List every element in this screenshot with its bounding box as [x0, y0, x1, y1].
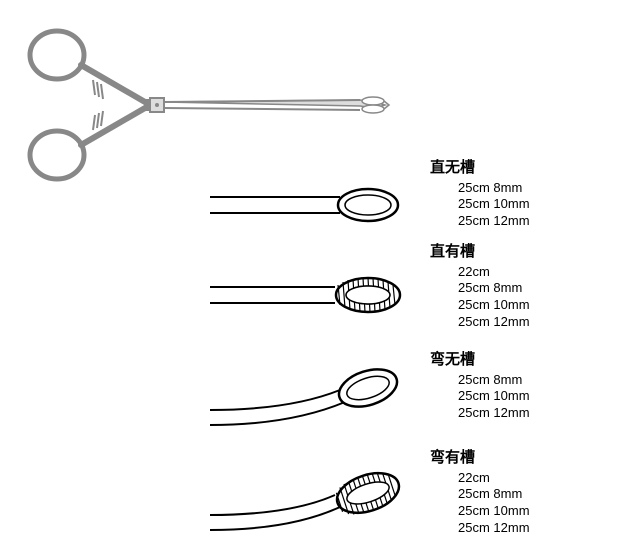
spec-title: 直无槽 [430, 158, 530, 178]
spec-line: 25cm 12mm [430, 520, 530, 537]
tip-curved-serrated [210, 465, 410, 525]
spec-block-2: 直有槽 22cm 25cm 8mm 25cm 10mm 25cm 12mm [430, 242, 530, 331]
spec-line: 25cm 10mm [430, 503, 530, 520]
spec-line: 25cm 10mm [430, 196, 530, 213]
tip-curved-smooth [210, 360, 410, 420]
spec-title: 弯无槽 [430, 350, 530, 370]
spec-line: 25cm 8mm [430, 372, 530, 389]
spec-title: 直有槽 [430, 242, 530, 262]
spec-line: 25cm 12mm [430, 405, 530, 422]
spec-block-3: 弯无槽 25cm 8mm 25cm 10mm 25cm 12mm [430, 350, 530, 422]
forceps-illustration [15, 20, 395, 190]
spec-line: 25cm 8mm [430, 486, 530, 503]
spec-line: 22cm [430, 470, 530, 487]
spec-block-4: 弯有槽 22cm 25cm 8mm 25cm 10mm 25cm 12mm [430, 448, 530, 537]
tip-straight-serrated [210, 265, 410, 325]
spec-title: 弯有槽 [430, 448, 530, 468]
spec-block-1: 直无槽 25cm 8mm 25cm 10mm 25cm 12mm [430, 158, 530, 230]
spec-line: 25cm 8mm [430, 280, 530, 297]
spec-line: 25cm 10mm [430, 388, 530, 405]
spec-line: 25cm 8mm [430, 180, 530, 197]
spec-line: 25cm 12mm [430, 314, 530, 331]
spec-line: 22cm [430, 264, 530, 281]
spec-line: 25cm 12mm [430, 213, 530, 230]
tip-straight-smooth [210, 175, 410, 235]
spec-line: 25cm 10mm [430, 297, 530, 314]
